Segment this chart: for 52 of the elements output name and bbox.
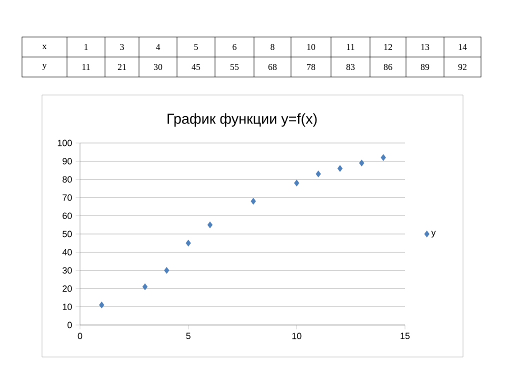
text: 30 [154, 64, 162, 70]
text: 21 [118, 64, 126, 70]
text: 6 [232, 44, 236, 50]
text: 86 [384, 64, 392, 70]
text: 11 [346, 44, 354, 50]
text: 14 [458, 44, 467, 50]
text: 92 [458, 64, 467, 70]
point [359, 160, 364, 166]
point [294, 180, 300, 186]
x-tick-label: 0 [78, 332, 82, 340]
text: 8 [270, 44, 274, 50]
x-tick-label: 5 [186, 332, 190, 340]
point [380, 154, 386, 161]
text: 89 [420, 64, 430, 70]
point [99, 302, 104, 308]
text: 3 [120, 44, 124, 50]
y-tick-label: 40 [62, 249, 72, 256]
text: 68 [268, 64, 277, 70]
text: 12 [384, 44, 392, 50]
text: 83 [346, 64, 355, 70]
y-tick-label: 70 [62, 194, 72, 201]
text: y [42, 64, 47, 70]
point [186, 240, 191, 246]
y-tick-label: 80 [62, 176, 72, 183]
point [250, 198, 256, 205]
y-tick-label: 30 [62, 267, 72, 274]
text: 4 [156, 44, 160, 50]
text: 13 [421, 44, 430, 50]
chart-title: График функции y=f(x) [168, 113, 317, 127]
point [164, 267, 170, 274]
point [337, 165, 343, 172]
text: 10 [307, 44, 316, 50]
text: 1 [84, 44, 88, 50]
y-tick-label: 100 [58, 140, 72, 146]
text: 55 [230, 64, 239, 70]
y-tick-label: 90 [62, 158, 72, 164]
text: 5 [194, 44, 198, 50]
text: 78 [307, 64, 316, 70]
text: x [42, 44, 47, 50]
point [316, 170, 321, 178]
y-tick-label: 60 [62, 212, 72, 219]
x-tick-label: 15 [400, 332, 410, 340]
y-tick-label: 20 [62, 285, 72, 292]
y-tick-label: 10 [62, 304, 72, 310]
text: 11 [82, 64, 90, 70]
point [207, 222, 213, 228]
legend-label: y [431, 230, 436, 238]
x-tick-label: 10 [292, 332, 302, 340]
point [142, 283, 148, 290]
text: 45 [192, 64, 200, 70]
y-tick-label: 50 [62, 230, 72, 238]
y-tick-label: 0 [68, 322, 72, 328]
